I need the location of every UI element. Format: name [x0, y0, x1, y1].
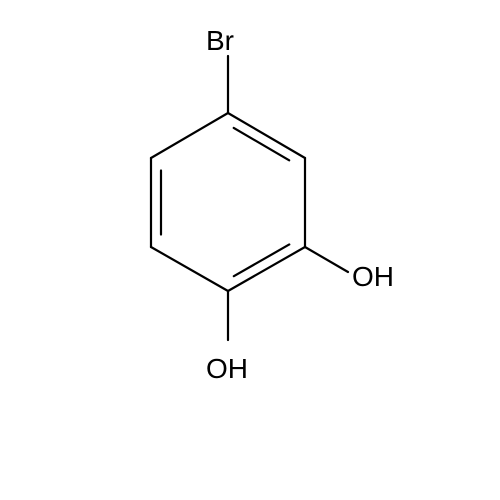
bond — [151, 247, 228, 291]
bond — [151, 113, 228, 158]
bond — [228, 247, 305, 291]
label-oh1: OH — [352, 261, 394, 292]
label-group: Br OH OH — [206, 25, 394, 384]
label-oh2: OH — [206, 353, 248, 384]
bond — [228, 113, 305, 158]
bond-group — [151, 56, 348, 340]
molecule-diagram: Br OH OH — [0, 0, 500, 500]
bond — [305, 247, 348, 272]
label-br: Br — [206, 25, 234, 56]
